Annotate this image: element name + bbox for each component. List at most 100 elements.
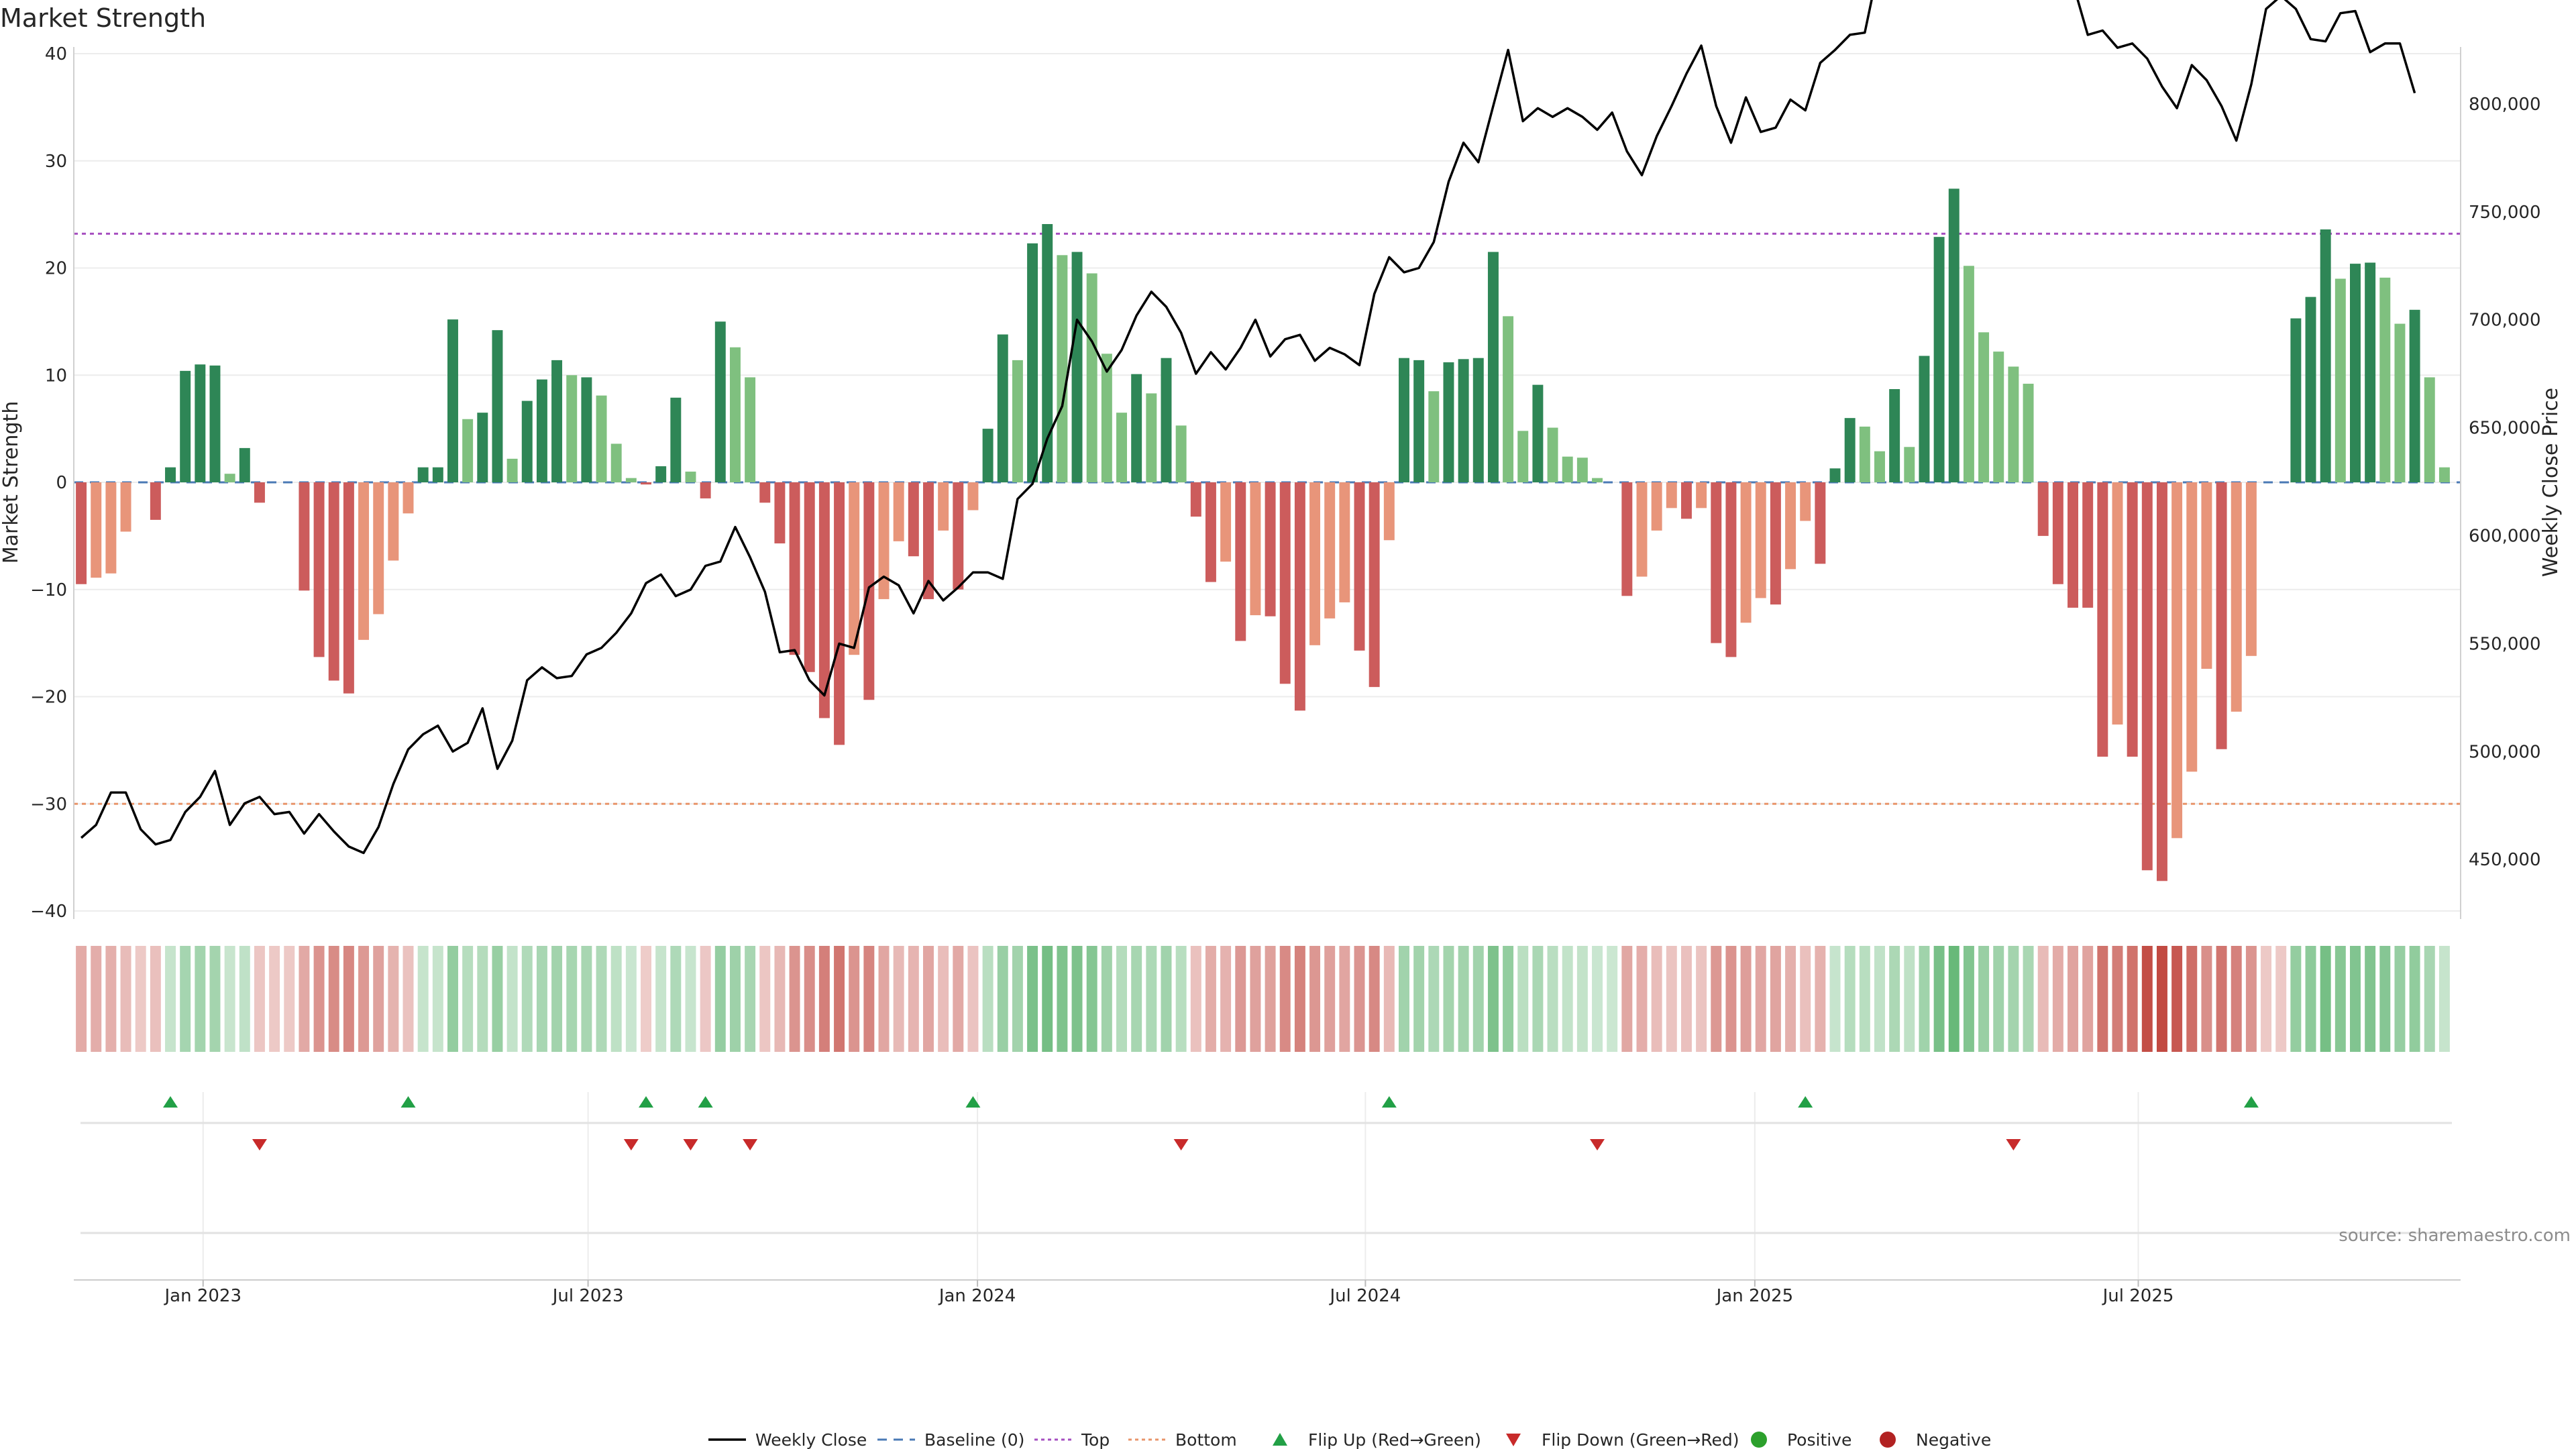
strength-bar [655, 466, 667, 482]
strength-bar [938, 482, 949, 531]
y-tick-label: −20 [30, 688, 67, 708]
strength-bar [1294, 482, 1305, 711]
heat-cell [1636, 946, 1648, 1052]
heat-cell [1607, 946, 1618, 1052]
heat-cell [863, 946, 875, 1052]
strength-bar [91, 482, 102, 578]
strength-bar [2097, 482, 2108, 757]
heat-cell [1472, 946, 1484, 1052]
strength-bar [2082, 482, 2094, 608]
strength-bar [2424, 377, 2435, 482]
heat-cell [1399, 946, 1409, 1052]
strength-bar [2394, 323, 2406, 482]
heat-cell [2156, 946, 2167, 1052]
y-axis-title: Market Strength [0, 401, 23, 564]
strength-bar [774, 482, 786, 544]
strength-bar [432, 467, 443, 482]
heat-cell [1279, 946, 1291, 1052]
strength-bar [1800, 482, 1811, 521]
heat-cell [551, 946, 563, 1052]
heat-cell [1175, 946, 1187, 1052]
strength-bar [1175, 425, 1187, 482]
heat-cell [610, 946, 622, 1052]
heat-cell [328, 946, 339, 1052]
strength-bar [1547, 427, 1558, 482]
legend-label: Flip Up (Red→Green) [1308, 1430, 1481, 1449]
strength-bar [2245, 482, 2257, 656]
strength-bar [1993, 352, 2004, 482]
heat-cell [2023, 946, 2034, 1052]
x-axis: Jan 2023 Jul 2023 Jan 2024 Jul 2024 Jan 2025… [74, 1279, 2461, 1306]
flip-up-marker [639, 1096, 654, 1108]
strength-bar [1933, 237, 1945, 482]
strength-bar [1131, 374, 1142, 482]
heat-cell [2201, 946, 2212, 1052]
heat-cell [566, 946, 578, 1052]
strength-bar [1057, 255, 1068, 482]
heat-cell [1383, 946, 1395, 1052]
strength-bar [818, 482, 830, 718]
heat-cell [1740, 946, 1752, 1052]
strength-bar [195, 364, 206, 482]
strength-bar [1978, 332, 1990, 482]
strength-bar [1146, 393, 1157, 482]
heat-cell [1919, 946, 1930, 1052]
strength-bar [997, 334, 1008, 482]
strength-bar [120, 482, 131, 532]
strength-bars [76, 189, 2450, 881]
heat-cell [2186, 946, 2198, 1052]
heat-cell [967, 946, 979, 1052]
heat-cell [641, 946, 651, 1052]
strength-bar [670, 397, 682, 482]
strength-bar [224, 474, 235, 482]
flip-up-marker [965, 1096, 981, 1108]
heat-cell [938, 946, 949, 1052]
strength-bar [581, 377, 592, 482]
strength-bar [2112, 482, 2123, 725]
flip-down-marker [683, 1139, 698, 1150]
strength-bar [1829, 468, 1841, 482]
strength-bar [1503, 316, 1514, 482]
heat-cell [714, 946, 726, 1052]
strength-bar [893, 482, 904, 541]
strength-bar [1220, 482, 1232, 562]
flip-up-marker [698, 1096, 713, 1108]
heat-cell [1190, 946, 1201, 1052]
legend-label: Positive [1787, 1430, 1851, 1449]
strength-bar [2127, 482, 2138, 757]
heat-cell [1785, 946, 1796, 1052]
heat-cell [105, 946, 117, 1052]
strength-bar [313, 482, 325, 657]
x-tick-label: Jan 2025 [1715, 1286, 1794, 1306]
strength-bar [462, 419, 474, 482]
legend-label: Top [1081, 1430, 1110, 1449]
y-tick-label: 40 [45, 44, 67, 64]
strength-bar [1101, 354, 1112, 482]
strength-bar [358, 482, 370, 640]
heat-cell [1696, 946, 1707, 1052]
strength-bar [2216, 482, 2227, 749]
strength-bar [2156, 482, 2167, 881]
strength-bar [953, 482, 964, 590]
strength-bar [2379, 277, 2391, 482]
strength-bar [1324, 482, 1336, 619]
strength-bar [789, 482, 800, 655]
heat-cell [2290, 946, 2302, 1052]
flip-up-marker [400, 1096, 416, 1108]
heat-cell [1101, 946, 1112, 1052]
heat-cell [818, 946, 830, 1052]
strength-bar [1190, 482, 1201, 517]
legend: Weekly Close Baseline (0) Top Bottom Flip Up… [708, 1430, 1991, 1449]
heat-cell [804, 946, 815, 1052]
strength-bar [1413, 360, 1425, 482]
heat-cell [1859, 946, 1870, 1052]
strength-bar [2008, 366, 2019, 482]
heat-cell [269, 946, 280, 1052]
heat-cell [1250, 946, 1261, 1052]
heat-cell [1443, 946, 1454, 1052]
legend-label: Negative [1916, 1430, 1991, 1449]
flip-down-marker [2006, 1139, 2021, 1150]
heat-cell [91, 946, 102, 1052]
heat-strip [76, 946, 2450, 1052]
heat-cell [729, 946, 741, 1052]
